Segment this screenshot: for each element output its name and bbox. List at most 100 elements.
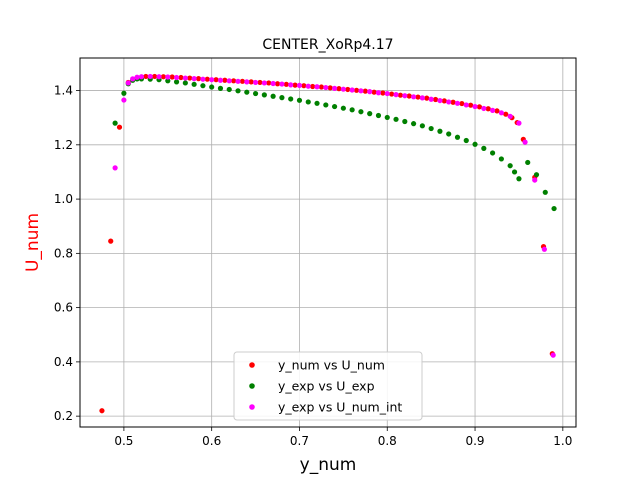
data-point-series-2 <box>165 74 171 80</box>
data-point-series-2 <box>112 165 118 171</box>
data-point-series-2 <box>226 78 232 84</box>
data-point-series-2 <box>437 97 443 104</box>
data-point-series-2 <box>121 97 127 103</box>
data-point-series-1 <box>402 118 408 125</box>
data-point-series-0 <box>178 74 184 81</box>
data-point-series-0 <box>310 83 316 90</box>
data-point-series-1 <box>331 103 338 110</box>
data-point-series-1 <box>472 141 478 147</box>
data-point-series-2 <box>375 90 382 96</box>
data-point-series-0 <box>406 93 412 99</box>
y-tick-label: 0.6 <box>54 301 73 315</box>
data-point-series-2 <box>516 120 522 126</box>
data-point-series-1 <box>191 81 197 87</box>
data-point-series-0 <box>441 98 447 104</box>
data-point-series-2 <box>428 96 434 102</box>
data-point-series-2 <box>125 80 131 86</box>
data-point-series-0 <box>257 79 263 86</box>
data-point-series-2 <box>147 73 153 80</box>
data-point-series-0 <box>432 96 439 103</box>
data-point-series-2 <box>323 84 329 91</box>
data-point-series-0 <box>274 81 281 87</box>
data-point-series-0 <box>99 408 105 414</box>
data-point-series-0 <box>195 76 202 82</box>
plot-frame <box>79 57 577 428</box>
data-point-series-2 <box>191 76 197 82</box>
data-point-series-0 <box>143 73 149 80</box>
data-point-series-2 <box>288 82 294 88</box>
data-point-series-2 <box>498 110 504 116</box>
data-point-series-2 <box>331 85 338 91</box>
data-point-series-1 <box>490 150 496 156</box>
x-tick-label: 0.6 <box>202 434 221 448</box>
data-point-series-0 <box>459 100 465 107</box>
data-point-series-2 <box>367 89 373 95</box>
data-point-series-2 <box>358 88 364 94</box>
data-point-series-2 <box>305 83 311 89</box>
data-point-series-1 <box>437 128 443 134</box>
data-point-series-2 <box>252 79 259 86</box>
data-point-series-0 <box>476 104 483 110</box>
data-point-series-1 <box>252 90 259 97</box>
data-point-series-0 <box>283 81 289 87</box>
data-point-series-1 <box>454 134 461 140</box>
data-point-series-0 <box>222 77 228 83</box>
data-point-series-2 <box>279 81 285 87</box>
x-tick-label: 1.0 <box>553 434 572 448</box>
data-point-series-2 <box>235 78 241 84</box>
data-point-series-0 <box>494 108 500 114</box>
data-point-series-2 <box>182 75 188 81</box>
legend: y_num vs U_num y_exp vs U_exp y_exp vs U_n… <box>233 351 423 421</box>
data-point-series-1 <box>182 80 188 86</box>
data-point-series-1 <box>235 88 241 94</box>
x-tick-label: 0.5 <box>114 434 133 448</box>
y-tick-label: 1.0 <box>54 192 73 206</box>
data-point-series-2 <box>402 93 408 99</box>
data-point-series-1 <box>121 90 127 96</box>
data-point-series-2 <box>156 74 162 80</box>
data-point-series-1 <box>165 78 171 84</box>
data-point-series-1 <box>323 102 329 108</box>
data-point-series-1 <box>375 112 382 119</box>
legend-marker <box>249 404 255 410</box>
data-point-series-1 <box>261 92 267 98</box>
data-point-series-1 <box>551 205 557 212</box>
data-point-series-0 <box>239 78 246 84</box>
data-point-series-2 <box>200 76 206 82</box>
data-point-series-2 <box>261 80 267 86</box>
chart-title: CENTER_XoRp4.17 <box>262 37 393 53</box>
data-point-series-0 <box>389 91 395 97</box>
data-point-series-2 <box>532 177 538 183</box>
data-point-series-2 <box>541 246 547 252</box>
data-point-series-0 <box>213 77 219 83</box>
data-point-series-0 <box>108 238 114 244</box>
data-point-series-1 <box>349 107 355 113</box>
axis-ticks: 0.5 0.6 0.7 0.8 0.9 1.0 0.2 0.4 0.6 0.8 1.0 1.2 1.4 <box>54 84 572 448</box>
data-point-series-0 <box>204 76 210 82</box>
data-point-series-1 <box>279 95 285 101</box>
data-point-series-0 <box>485 106 491 112</box>
data-point-series-0 <box>503 111 509 117</box>
data-point-series-1 <box>314 100 320 106</box>
legend-label: y_exp vs U_exp <box>278 379 375 394</box>
data-point-series-0 <box>397 92 404 98</box>
data-point-series-0 <box>116 124 123 130</box>
data-point-series-1 <box>200 83 206 89</box>
data-point-series-1 <box>358 109 364 115</box>
data-point-series-1 <box>516 176 522 182</box>
x-tick-label: 0.7 <box>290 434 309 448</box>
data-point-series-1 <box>226 86 232 93</box>
data-point-series-0 <box>415 94 421 100</box>
data-point-series-1 <box>340 105 346 111</box>
data-point-series-1 <box>481 145 487 151</box>
data-point-series-1 <box>498 156 504 162</box>
data-point-series-0 <box>345 86 351 93</box>
data-point-series-2 <box>340 86 346 92</box>
data-point-series-2 <box>270 80 276 87</box>
data-point-series-2 <box>173 74 180 81</box>
data-point-series-1 <box>419 123 425 129</box>
y-axis-label: U_num <box>23 213 43 272</box>
data-point-series-0 <box>318 84 325 90</box>
data-point-series-2 <box>481 105 487 112</box>
